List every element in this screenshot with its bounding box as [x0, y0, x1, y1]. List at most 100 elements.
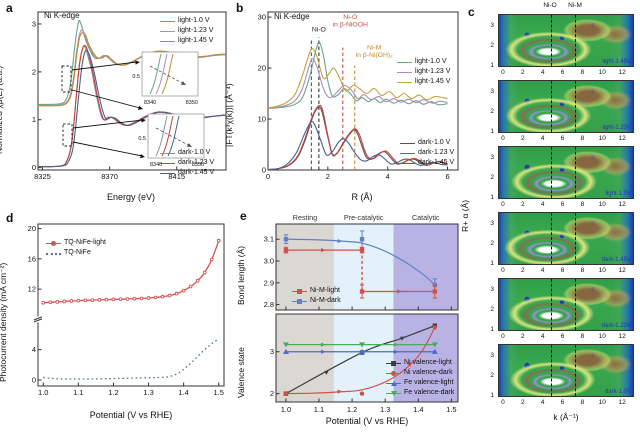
c-x-tick: 0 [501, 135, 505, 142]
c-y-tick: 1 [490, 193, 494, 201]
data-marker [153, 295, 158, 300]
marker-square [283, 247, 289, 253]
axis-frame [37, 11, 227, 171]
panel-d-legend: TQ-NiFe-light TQ-NiFe [46, 238, 106, 258]
c-x-tick: 12 [618, 333, 626, 340]
c-x-tick: 6 [560, 135, 565, 142]
reference-dashed-line [550, 345, 552, 396]
legend-entry: dark-1.45 V [160, 168, 214, 178]
series-Ni valence-dark [285, 327, 436, 395]
inset-curve [161, 53, 174, 95]
tick-label: 3 [270, 347, 274, 356]
ft-curve-light-1.0 V [267, 41, 448, 109]
contour-condition-label: light-1.45V [602, 59, 631, 65]
legend-label: dark-1.23 V [178, 159, 215, 166]
c-x-tick: 6 [560, 333, 565, 340]
direction-arrow [140, 154, 145, 159]
panel-c-top-label-nim: Ni-M [568, 2, 582, 9]
inset-curve [155, 115, 168, 157]
c-y-tick: 3 [490, 88, 494, 96]
legend-label: dark-1.45 V [418, 159, 455, 166]
c-x-tick: 6 [560, 69, 565, 76]
direction-arrow [407, 361, 412, 367]
ft-curve-dark-1.45 V [267, 120, 448, 171]
legend-swatch [46, 240, 61, 247]
c-x-tick: 4 [540, 267, 545, 274]
panel-a-y-axis-label: Normalized χμ(E) (a.u.) [0, 65, 4, 154]
panel-b-legend-light: light-1.0 V light-1.23 V light-1.45 V [397, 57, 450, 87]
panel-c: c R+ α (Å) Ni-O Ni-M light-1.45V 1 2 3 0 2 4 6 8… [460, 0, 640, 437]
data-marker [202, 270, 207, 275]
panel-a-plot: 8325 8370 8415 0 1 2 3 8340 8350 0.5 8340 8350 0.5 [32, 11, 227, 181]
inset-curve [149, 53, 162, 95]
phase-band-Pre-catalytic [333, 224, 394, 310]
tick-label: 8350 [186, 100, 198, 106]
tick-label: 8340 [150, 162, 162, 168]
marker-triangle [431, 348, 438, 354]
data-marker [111, 297, 116, 302]
legend-label: Ni valence-light [404, 359, 452, 366]
peak-annotation: Ni-O [312, 26, 326, 33]
legend-marker [297, 288, 302, 294]
legend-line [46, 252, 61, 255]
inset-arrow-line [149, 65, 185, 85]
legend-swatch [160, 18, 175, 25]
data-marker [188, 284, 193, 289]
data-marker [83, 298, 88, 303]
legend-line [160, 152, 175, 154]
c-y-tick: 2 [490, 305, 494, 313]
legend-swatch [386, 360, 401, 367]
data-marker [132, 296, 137, 301]
c-y-tick: 3 [490, 286, 494, 294]
legend-entry: TQ-NiFe-light [46, 238, 106, 248]
legend-entry: TQ-NiFe [46, 248, 106, 258]
data-marker [146, 296, 151, 300]
legend-label: dark-1.23 V [418, 149, 455, 156]
tick-label: 8350 [192, 162, 204, 168]
legend-entry: Fe valence-dark [386, 388, 454, 398]
legend-label: TQ-NiFe-light [64, 239, 107, 246]
tick-label: 0 [32, 163, 36, 172]
legend-entry: dark-1.23 V [400, 148, 454, 158]
tick-label: 10 [258, 115, 266, 124]
wavelet-contour-dark-1.45V: dark-1.45V [498, 212, 634, 265]
axis-frame [267, 11, 459, 171]
data-marker [118, 297, 123, 302]
peak-annotation: Ni-O in β-NiOOH [333, 14, 368, 28]
legend-line [400, 142, 415, 144]
c-x-tick: 8 [580, 399, 585, 406]
callout-line [72, 119, 144, 129]
wavelet-contour-dark-1.23V: dark-1.23V [498, 278, 634, 331]
inset-box [141, 51, 199, 97]
legend-swatch [397, 69, 412, 76]
panel-e-valence-legend: Ni valence-light Ni valence-dark Fe valenc… [386, 358, 454, 398]
c-x-tick: 8 [580, 333, 585, 340]
direction-arrow [393, 349, 399, 354]
tick-label: 4 [386, 172, 390, 181]
marker-triangle [282, 348, 289, 354]
tick-label: 2 [270, 389, 274, 398]
legend-swatch [400, 160, 415, 167]
c-x-tick: 6 [560, 399, 565, 406]
legend-swatch [386, 380, 401, 387]
reference-dashed-line [550, 15, 552, 66]
tick-label: 8325 [34, 172, 51, 181]
reference-dashed-line [550, 279, 552, 330]
legend-entry: light-1.23 V [160, 26, 213, 36]
callout-line [71, 61, 138, 71]
c-y-tick: 3 [490, 22, 494, 30]
legend-line [397, 61, 412, 63]
marker-circle [283, 391, 289, 396]
panel-c-letter: c [468, 5, 475, 19]
c-x-tick: 8 [580, 69, 585, 76]
series-Ni-M-dark [285, 238, 436, 286]
tick-label: 2 [326, 172, 330, 181]
phase-header: Pre-catalytic [344, 213, 384, 222]
tick-label: 12 [28, 285, 36, 294]
marker-triangle-down [282, 342, 289, 348]
zoom-region-dark [62, 123, 73, 147]
current-curve-TQ-NiFe [43, 338, 220, 380]
tick-label: 1 [32, 115, 36, 124]
marker-square [359, 289, 365, 294]
direction-arrow [141, 118, 146, 123]
